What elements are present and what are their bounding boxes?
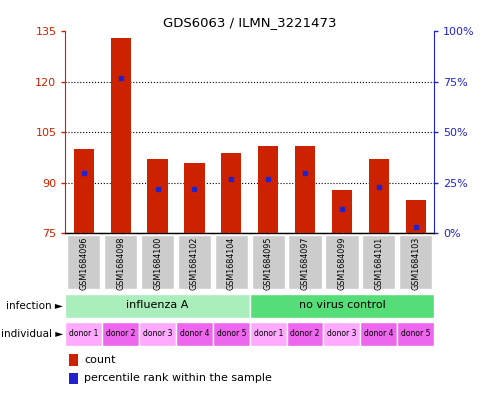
Bar: [221, 152, 241, 233]
FancyBboxPatch shape: [323, 322, 360, 347]
Text: individual ►: individual ►: [1, 329, 63, 340]
Text: donor 4: donor 4: [180, 329, 209, 338]
Text: donor 2: donor 2: [290, 329, 319, 338]
Text: GSM1684101: GSM1684101: [374, 236, 382, 290]
Bar: [294, 146, 315, 233]
Text: donor 5: donor 5: [216, 329, 245, 338]
Bar: [74, 149, 94, 233]
Text: donor 3: donor 3: [327, 329, 356, 338]
FancyBboxPatch shape: [65, 294, 249, 318]
Text: donor 5: donor 5: [400, 329, 429, 338]
FancyBboxPatch shape: [178, 235, 211, 289]
Bar: [331, 190, 351, 233]
Text: GSM1684099: GSM1684099: [337, 236, 346, 290]
FancyBboxPatch shape: [360, 322, 396, 347]
Text: donor 4: donor 4: [363, 329, 393, 338]
Text: GSM1684104: GSM1684104: [227, 236, 235, 290]
FancyBboxPatch shape: [249, 294, 433, 318]
FancyBboxPatch shape: [212, 322, 249, 347]
Text: GSM1684100: GSM1684100: [153, 236, 162, 290]
Text: count: count: [84, 355, 115, 365]
FancyBboxPatch shape: [396, 322, 433, 347]
Text: donor 1: donor 1: [69, 329, 98, 338]
Bar: [69, 373, 78, 384]
FancyBboxPatch shape: [251, 235, 284, 289]
Text: GSM1684095: GSM1684095: [263, 236, 272, 290]
FancyBboxPatch shape: [288, 235, 321, 289]
FancyBboxPatch shape: [67, 235, 100, 289]
FancyBboxPatch shape: [249, 322, 286, 347]
Text: GSM1684096: GSM1684096: [79, 236, 88, 290]
Text: GSM1684103: GSM1684103: [410, 236, 419, 290]
Bar: [405, 200, 425, 233]
FancyBboxPatch shape: [104, 235, 137, 289]
Text: no virus control: no virus control: [298, 300, 384, 310]
FancyBboxPatch shape: [176, 322, 212, 347]
Bar: [147, 160, 167, 233]
FancyBboxPatch shape: [398, 235, 431, 289]
Text: GSM1684102: GSM1684102: [190, 236, 198, 290]
Text: donor 1: donor 1: [253, 329, 282, 338]
FancyBboxPatch shape: [65, 322, 102, 347]
Bar: [110, 38, 131, 233]
Text: GSM1684098: GSM1684098: [116, 236, 125, 290]
FancyBboxPatch shape: [325, 235, 358, 289]
Text: donor 3: donor 3: [143, 329, 172, 338]
FancyBboxPatch shape: [214, 235, 247, 289]
FancyBboxPatch shape: [102, 322, 139, 347]
FancyBboxPatch shape: [139, 322, 176, 347]
Text: donor 2: donor 2: [106, 329, 135, 338]
Bar: [368, 160, 388, 233]
FancyBboxPatch shape: [362, 235, 394, 289]
Title: GDS6063 / ILMN_3221473: GDS6063 / ILMN_3221473: [163, 16, 336, 29]
Bar: [257, 146, 278, 233]
Bar: [184, 163, 204, 233]
Text: GSM1684097: GSM1684097: [300, 236, 309, 290]
FancyBboxPatch shape: [141, 235, 174, 289]
Text: percentile rank within the sample: percentile rank within the sample: [84, 373, 271, 384]
Bar: [69, 354, 78, 366]
Text: infection ►: infection ►: [6, 301, 63, 311]
Text: influenza A: influenza A: [126, 300, 188, 310]
FancyBboxPatch shape: [286, 322, 323, 347]
